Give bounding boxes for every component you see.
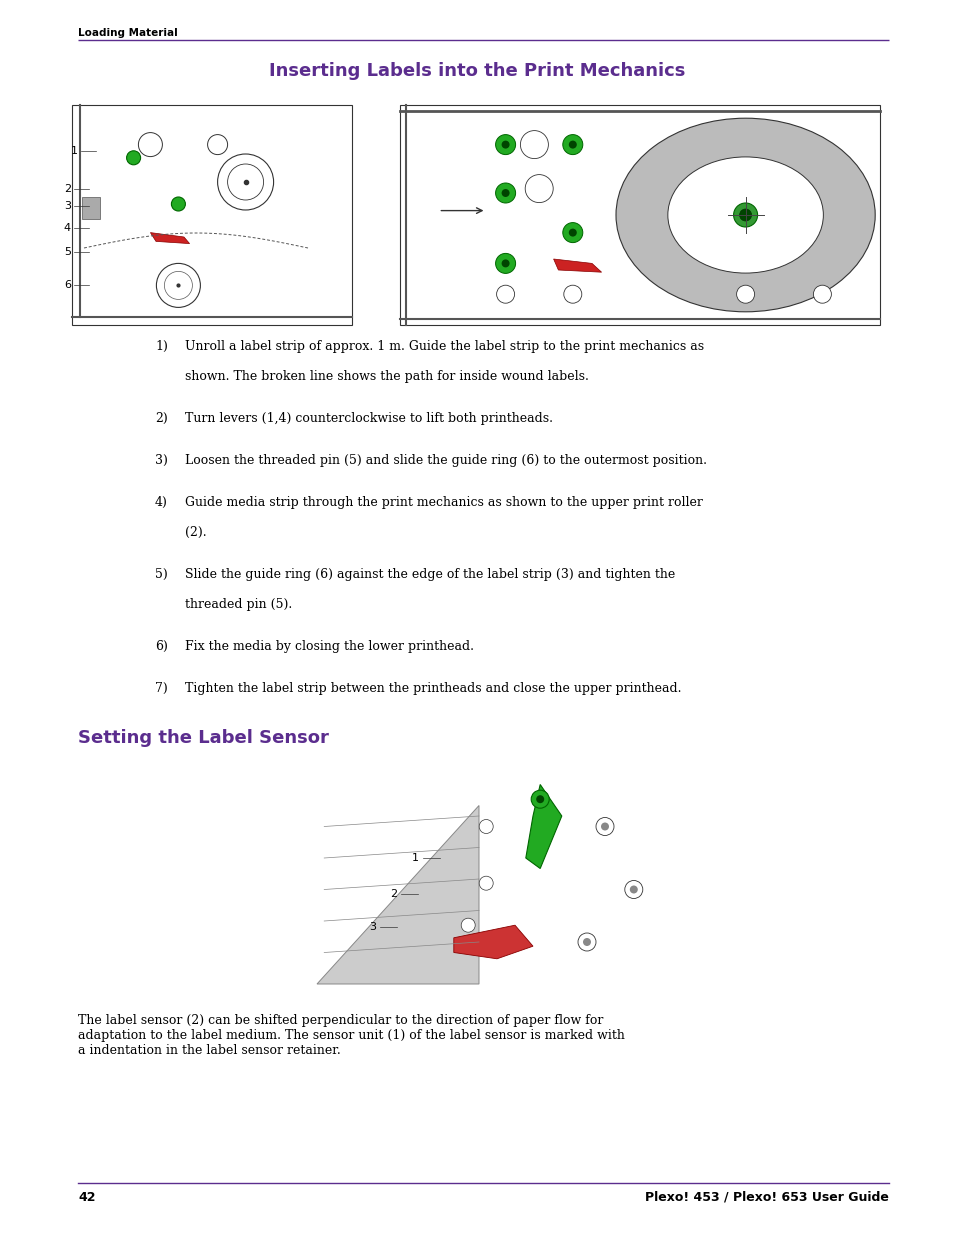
Circle shape: [531, 790, 549, 808]
Text: Guide media strip through the print mechanics as shown to the upper print roller: Guide media strip through the print mech…: [185, 496, 702, 509]
Circle shape: [460, 918, 475, 932]
FancyBboxPatch shape: [71, 105, 352, 325]
Circle shape: [478, 820, 493, 834]
Text: Setting the Label Sensor: Setting the Label Sensor: [78, 729, 329, 747]
Polygon shape: [525, 784, 561, 868]
Circle shape: [562, 135, 582, 154]
Circle shape: [568, 141, 577, 148]
Text: Fix the media by closing the lower printhead.: Fix the media by closing the lower print…: [185, 640, 474, 653]
Circle shape: [495, 183, 515, 203]
Text: shown. The broken line shows the path for inside wound labels.: shown. The broken line shows the path fo…: [185, 370, 588, 383]
Text: 42: 42: [78, 1191, 95, 1204]
Circle shape: [624, 881, 642, 899]
Circle shape: [736, 285, 754, 304]
Circle shape: [478, 876, 493, 890]
Text: Tighten the label strip between the printheads and close the upper printhead.: Tighten the label strip between the prin…: [185, 682, 680, 695]
Ellipse shape: [667, 157, 822, 273]
Bar: [82, 198, 100, 220]
Circle shape: [739, 209, 751, 221]
Polygon shape: [454, 925, 533, 958]
Text: 4): 4): [154, 496, 168, 509]
Polygon shape: [151, 232, 190, 243]
Circle shape: [495, 253, 515, 273]
Circle shape: [127, 151, 140, 164]
Text: 7): 7): [154, 682, 168, 695]
Circle shape: [568, 228, 577, 237]
Text: 2: 2: [390, 889, 397, 899]
Circle shape: [600, 823, 608, 830]
Circle shape: [501, 141, 509, 148]
Circle shape: [536, 795, 543, 803]
Polygon shape: [553, 259, 601, 272]
Circle shape: [172, 198, 185, 211]
Circle shape: [582, 939, 590, 946]
Text: The label sensor (2) can be shifted perpendicular to the direction of paper flow: The label sensor (2) can be shifted perp…: [78, 1014, 624, 1057]
Text: 6: 6: [64, 280, 71, 290]
Text: 5: 5: [64, 247, 71, 257]
Circle shape: [497, 285, 514, 304]
Text: Inserting Labels into the Print Mechanics: Inserting Labels into the Print Mechanic…: [269, 62, 684, 80]
Circle shape: [629, 885, 638, 893]
Text: 2): 2): [154, 412, 168, 425]
Circle shape: [519, 131, 548, 158]
FancyBboxPatch shape: [399, 105, 879, 325]
Circle shape: [562, 222, 582, 242]
Circle shape: [525, 174, 553, 203]
Circle shape: [578, 932, 596, 951]
Circle shape: [596, 818, 614, 836]
Circle shape: [813, 285, 830, 304]
Text: Turn levers (1,4) counterclockwise to lift both printheads.: Turn levers (1,4) counterclockwise to li…: [185, 412, 553, 425]
Circle shape: [733, 203, 757, 227]
Text: Loading Material: Loading Material: [78, 28, 177, 38]
Circle shape: [501, 189, 509, 198]
Text: 3: 3: [369, 923, 375, 932]
Text: 2: 2: [64, 184, 71, 194]
Text: 5): 5): [154, 568, 168, 580]
Text: 1: 1: [71, 146, 78, 156]
Text: 3: 3: [64, 201, 71, 211]
Text: Slide the guide ring (6) against the edge of the label strip (3) and tighten the: Slide the guide ring (6) against the edg…: [185, 568, 675, 580]
Circle shape: [563, 285, 581, 304]
Circle shape: [501, 259, 509, 268]
Text: (2).: (2).: [185, 526, 207, 538]
Text: 1): 1): [154, 340, 168, 353]
Text: 4: 4: [64, 224, 71, 233]
Text: Loosen the threaded pin (5) and slide the guide ring (6) to the outermost positi: Loosen the threaded pin (5) and slide th…: [185, 454, 706, 467]
Text: 3): 3): [154, 454, 168, 467]
Circle shape: [495, 135, 515, 154]
Text: 1: 1: [412, 853, 418, 863]
Text: Unroll a label strip of approx. 1 m. Guide the label strip to the print mechanic: Unroll a label strip of approx. 1 m. Gui…: [185, 340, 703, 353]
Text: Plexo! 453 / Plexo! 653 User Guide: Plexo! 453 / Plexo! 653 User Guide: [644, 1191, 888, 1204]
Polygon shape: [316, 805, 478, 984]
Text: 6): 6): [154, 640, 168, 653]
Ellipse shape: [616, 119, 874, 311]
Text: threaded pin (5).: threaded pin (5).: [185, 598, 292, 611]
